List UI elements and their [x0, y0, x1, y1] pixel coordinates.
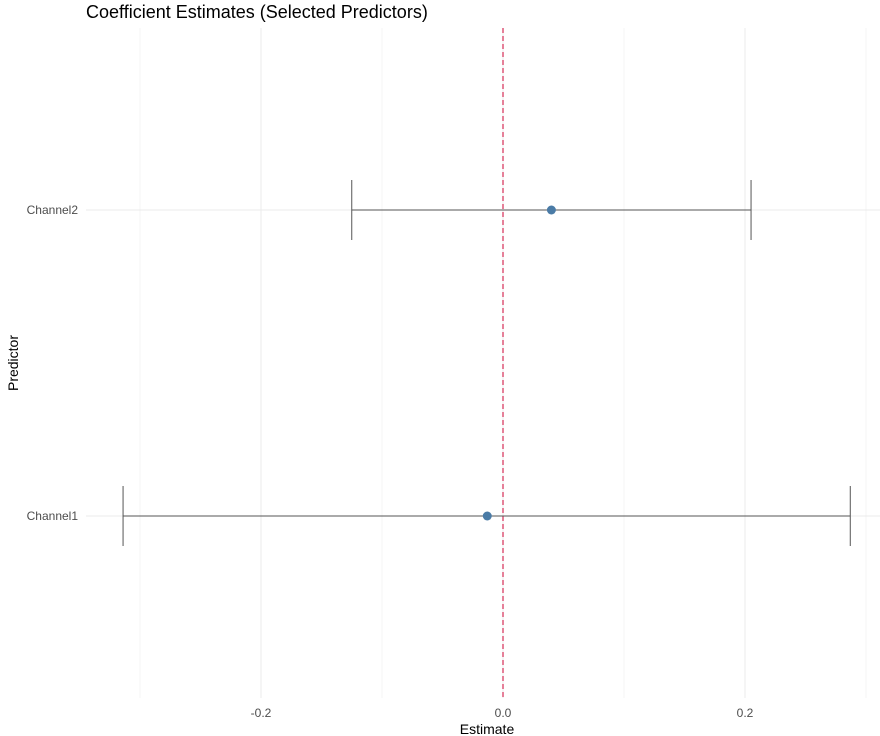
- estimate-point-channel1: [482, 511, 492, 521]
- x-tick-label: 0.0: [495, 706, 512, 720]
- estimate-points: [482, 205, 556, 521]
- estimate-point-channel2: [546, 205, 556, 215]
- y-tick-label: Channel2: [27, 203, 79, 217]
- x-tick-label: -0.2: [251, 706, 272, 720]
- y-axis-title: Predictor: [5, 335, 21, 391]
- grid-lines: [86, 28, 880, 698]
- x-tick-labels: -0.2 0.0 0.2: [251, 706, 754, 720]
- chart-title: Coefficient Estimates (Selected Predicto…: [86, 2, 428, 22]
- x-axis-title: Estimate: [460, 721, 515, 736]
- y-tick-labels: Channel1 Channel2: [27, 203, 79, 523]
- x-tick-label: 0.2: [737, 706, 754, 720]
- error-bars: [122, 180, 851, 546]
- y-tick-label: Channel1: [27, 509, 79, 523]
